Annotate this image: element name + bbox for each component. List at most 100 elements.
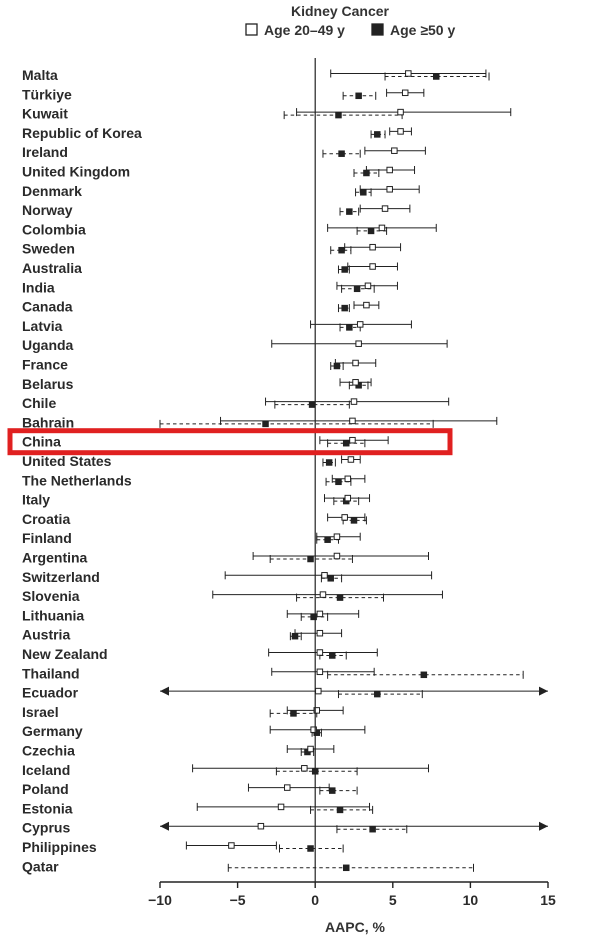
- forest-row: [316, 532, 361, 544]
- forest-row: [370, 127, 412, 139]
- country-label: Türkiye: [22, 86, 72, 102]
- rows-layer: [159, 69, 548, 872]
- country-label: Germany: [22, 723, 83, 739]
- legend-filled-square-marker: [371, 23, 384, 36]
- age50plus-point-marker: [329, 652, 336, 659]
- x-tick-label: −5: [230, 892, 246, 908]
- forest-row: [271, 667, 524, 679]
- country-label: Sweden: [22, 241, 75, 257]
- x-tick-label: −10: [148, 892, 172, 908]
- x-axis: −10 −5 0 5 10 15 AAPC, %: [148, 881, 556, 935]
- country-label: Australia: [22, 260, 82, 276]
- age20to49-point-marker: [344, 475, 352, 483]
- legend: Age 20–49 y Age ≥50 y: [245, 22, 455, 38]
- age20to49-point-marker: [315, 687, 322, 695]
- age20to49-point-marker: [352, 379, 359, 386]
- age20to49-point-marker: [341, 514, 348, 521]
- country-label: Lithuania: [22, 607, 84, 623]
- x-tick-label: 0: [311, 892, 319, 908]
- age20to49-point-marker: [301, 765, 308, 772]
- forest-row: [192, 764, 429, 776]
- forest-row: [212, 590, 443, 602]
- age50plus-point-marker: [341, 266, 348, 273]
- age20to49-point-marker: [405, 70, 412, 77]
- age50plus-point-marker: [336, 594, 344, 601]
- age20to49-point-marker: [349, 436, 356, 444]
- age20to49-point-marker: [316, 629, 324, 637]
- age50plus-point-marker: [307, 845, 314, 852]
- country-label: Switzerland: [22, 569, 100, 585]
- forest-row: [324, 494, 371, 506]
- age20to49-point-marker: [284, 784, 291, 791]
- age20to49-point-marker: [369, 263, 376, 270]
- forest-row: [283, 108, 512, 120]
- country-label: New Zealand: [22, 646, 108, 662]
- country-label: The Netherlands: [22, 472, 132, 488]
- age20to49-point-marker: [386, 186, 393, 193]
- age20to49-point-marker: [228, 842, 235, 849]
- country-label: Republic of Korea: [22, 125, 142, 141]
- age50plus-point-marker: [360, 189, 367, 196]
- country-label: Qatar: [22, 858, 59, 874]
- age20to49-point-marker: [333, 533, 341, 540]
- age20to49-point-marker: [316, 610, 324, 618]
- country-label: Finland: [22, 530, 72, 546]
- age50plus-point-marker: [374, 690, 381, 698]
- country-label: Italy: [22, 492, 50, 508]
- arrow-right-mark: [539, 686, 548, 696]
- country-label: Austria: [22, 627, 70, 643]
- forest-row: [322, 146, 426, 158]
- country-label: China: [22, 434, 61, 450]
- age20to49-point-marker: [397, 128, 404, 135]
- forest-row: [330, 243, 402, 255]
- age20to49-point-marker: [307, 745, 314, 753]
- age50plus-point-marker: [350, 517, 358, 524]
- country-label: Latvia: [22, 318, 63, 334]
- age50plus-point-marker: [420, 671, 428, 679]
- country-label: Croatia: [22, 511, 70, 527]
- country-label: Philippines: [22, 839, 97, 855]
- age20to49-point-marker: [364, 282, 372, 290]
- forest-row: [289, 629, 343, 641]
- forest-row: [252, 552, 429, 563]
- age20to49-point-marker: [378, 224, 386, 232]
- forest-row: [353, 166, 416, 177]
- age50plus-point-marker: [342, 864, 350, 872]
- age20to49-point-marker: [386, 166, 393, 174]
- forest-row: [310, 320, 412, 332]
- forest-row: [319, 436, 389, 448]
- age20to49-point-marker: [363, 301, 370, 309]
- age50plus-point-marker: [346, 208, 353, 215]
- arrow-left-mark: [160, 821, 169, 831]
- age50plus-point-marker: [335, 478, 342, 486]
- x-axis-ticks: −10 −5 0 5 10 15: [148, 882, 556, 908]
- forest-row: [160, 686, 548, 699]
- forest-row: [330, 359, 377, 370]
- country-label: Kuwait: [22, 106, 68, 122]
- age50plus-point-marker: [341, 304, 348, 312]
- age50plus-point-marker: [325, 459, 333, 466]
- forest-row: [327, 223, 437, 235]
- country-label: France: [22, 357, 68, 373]
- country-label: Bahrain: [22, 414, 74, 430]
- forest-row: [330, 69, 490, 81]
- country-label: Argentina: [22, 550, 88, 566]
- age50plus-point-marker: [369, 825, 376, 833]
- country-label: Czechia: [22, 743, 75, 759]
- forest-row: [339, 378, 372, 390]
- age50plus-point-marker: [338, 246, 345, 254]
- country-label: United States: [22, 453, 112, 469]
- age20to49-point-marker: [349, 417, 356, 425]
- country-label: Estonia: [22, 800, 73, 816]
- forest-row: [327, 513, 367, 525]
- country-label: India: [22, 279, 55, 295]
- forest-row: [196, 802, 374, 814]
- age50plus-point-marker: [336, 806, 344, 814]
- age20to49-point-marker: [344, 494, 352, 502]
- forest-row: [322, 455, 361, 467]
- age50plus-point-marker: [335, 111, 342, 119]
- age50plus-point-marker: [329, 787, 336, 794]
- country-label: Ireland: [22, 144, 68, 160]
- country-label: Thailand: [22, 665, 80, 681]
